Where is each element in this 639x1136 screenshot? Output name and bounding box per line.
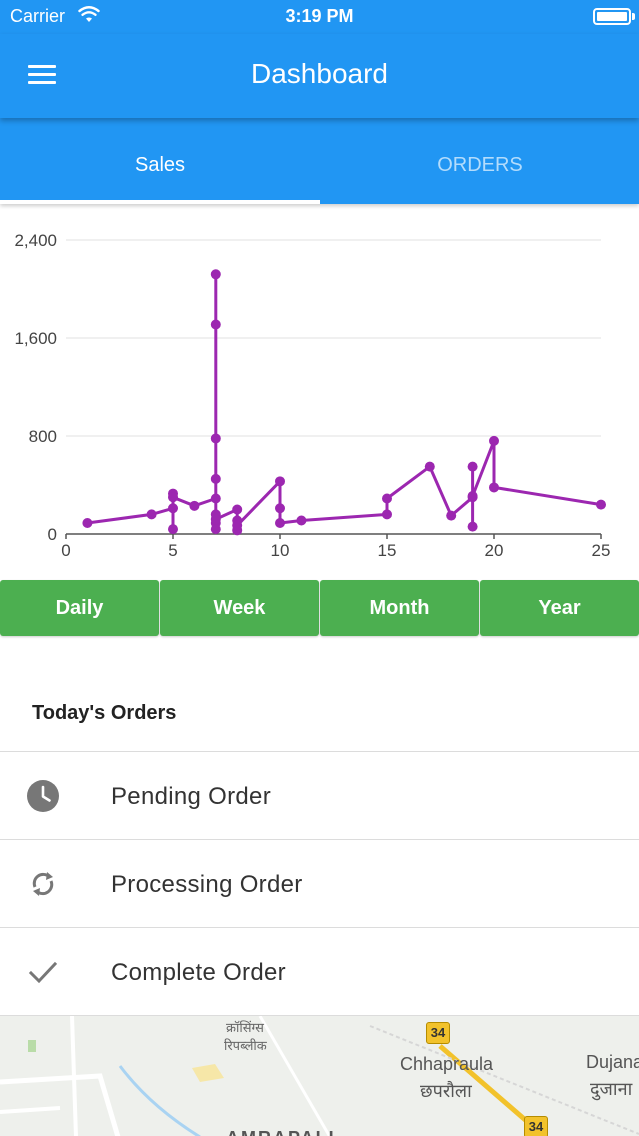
data-point bbox=[210, 524, 221, 535]
data-point bbox=[168, 492, 178, 503]
y-tick-label: 1,600 bbox=[14, 329, 57, 348]
tab-indicator bbox=[0, 200, 320, 204]
pending-order-item[interactable]: Pending Order bbox=[0, 751, 639, 839]
carrier-name: Carrier bbox=[10, 6, 66, 26]
map-label: दुजाना bbox=[590, 1079, 633, 1099]
check-icon bbox=[28, 961, 58, 984]
sales-line-chart: 0 800 1,600 2,400 0 5 10 15 20 25 bbox=[14, 231, 611, 560]
status-bar: Carrier 3:19 PM bbox=[0, 0, 639, 34]
year-button[interactable]: Year bbox=[480, 580, 639, 636]
data-point bbox=[489, 435, 499, 446]
data-point bbox=[232, 504, 243, 515]
processing-order-item[interactable]: Processing Order bbox=[0, 839, 639, 927]
data-point bbox=[210, 433, 221, 444]
x-tick-label: 20 bbox=[485, 541, 504, 560]
daily-button[interactable]: Daily bbox=[0, 580, 159, 636]
x-tick-label: 5 bbox=[168, 541, 177, 560]
pending-order-label: Pending Order bbox=[111, 783, 271, 810]
map-label: छपरौला bbox=[420, 1081, 472, 1101]
page-title: Dashboard bbox=[251, 58, 388, 89]
map-label: Chhapraula bbox=[400, 1054, 494, 1074]
data-point bbox=[232, 520, 243, 531]
data-point bbox=[82, 517, 93, 528]
data-point bbox=[467, 491, 478, 502]
data-point bbox=[146, 509, 157, 520]
data-point bbox=[210, 269, 221, 280]
data-point bbox=[596, 499, 606, 510]
data-point bbox=[275, 503, 285, 514]
series-line bbox=[87, 272, 602, 532]
todays-orders-heading: Today's Orders bbox=[32, 702, 177, 724]
data-point bbox=[275, 517, 285, 528]
data-point bbox=[382, 493, 392, 504]
processing-order-label: Processing Order bbox=[111, 871, 303, 898]
road-number-badge: 34 bbox=[426, 1022, 450, 1044]
x-tick-label: 10 bbox=[271, 541, 290, 560]
data-point bbox=[424, 461, 435, 472]
battery-icon bbox=[593, 8, 631, 25]
app-bar: Dashboard bbox=[0, 34, 639, 118]
data-point bbox=[275, 476, 285, 487]
map-label: रिपब्लीक bbox=[224, 1038, 267, 1053]
complete-order-label: Complete Order bbox=[111, 959, 286, 986]
data-point bbox=[168, 524, 178, 535]
data-point bbox=[168, 503, 178, 514]
battery-tip-icon bbox=[632, 13, 635, 20]
data-point bbox=[210, 514, 221, 525]
data-point bbox=[467, 521, 478, 532]
complete-order-item[interactable]: Complete Order bbox=[0, 927, 639, 1015]
data-point bbox=[467, 461, 478, 472]
wifi-icon bbox=[78, 6, 100, 22]
map-label: क्रॉसिंग्स bbox=[226, 1020, 264, 1035]
month-button[interactable]: Month bbox=[320, 580, 479, 636]
sync-icon bbox=[32, 872, 54, 896]
data-point bbox=[210, 473, 221, 484]
status-time: 3:19 PM bbox=[285, 6, 354, 26]
tab-bar: Sales ORDERS bbox=[0, 118, 639, 204]
tab-sales[interactable]: Sales bbox=[134, 154, 186, 176]
road-number-badge: 34 bbox=[524, 1116, 548, 1136]
y-tick-label: 2,400 bbox=[14, 231, 57, 250]
week-button[interactable]: Week bbox=[160, 580, 319, 636]
tab-orders[interactable]: ORDERS bbox=[437, 154, 523, 176]
x-tick-label: 15 bbox=[378, 541, 397, 560]
x-tick-label: 25 bbox=[592, 541, 611, 560]
range-button-bar: Daily Week Month Year bbox=[0, 580, 639, 636]
x-tick-label: 0 bbox=[61, 541, 70, 560]
map-label: AMRAPALI bbox=[226, 1128, 336, 1136]
map-view[interactable]: क्रॉसिंग्स रिपब्लीक Chhapraula छपरौला Du… bbox=[0, 1015, 639, 1136]
map-label: Dujana bbox=[586, 1052, 639, 1072]
clock-icon bbox=[27, 780, 59, 812]
y-tick-label: 0 bbox=[48, 525, 57, 544]
data-point bbox=[210, 493, 221, 504]
data-point bbox=[189, 500, 200, 511]
data-point bbox=[382, 509, 392, 520]
y-tick-label: 800 bbox=[29, 427, 57, 446]
data-point bbox=[296, 515, 307, 526]
data-point bbox=[210, 319, 221, 330]
data-point bbox=[489, 482, 499, 493]
data-point bbox=[446, 510, 457, 521]
order-list: Pending Order Processing Order Complete … bbox=[0, 751, 639, 1015]
hamburger-menu-icon[interactable] bbox=[24, 62, 62, 88]
